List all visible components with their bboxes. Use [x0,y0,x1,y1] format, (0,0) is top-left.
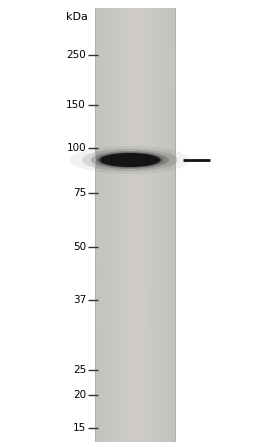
Text: 20: 20 [73,390,86,400]
Text: 25: 25 [73,365,86,375]
Text: 250: 250 [66,50,86,60]
Ellipse shape [70,146,190,174]
Text: 50: 50 [73,242,86,252]
Text: 150: 150 [66,100,86,110]
Text: 15: 15 [73,423,86,433]
Text: 37: 37 [73,295,86,305]
Ellipse shape [82,149,178,171]
Text: kDa: kDa [66,12,88,22]
Text: 100: 100 [66,143,86,153]
Ellipse shape [97,152,163,168]
Ellipse shape [91,151,169,169]
Ellipse shape [100,153,160,167]
Text: 75: 75 [73,188,86,198]
